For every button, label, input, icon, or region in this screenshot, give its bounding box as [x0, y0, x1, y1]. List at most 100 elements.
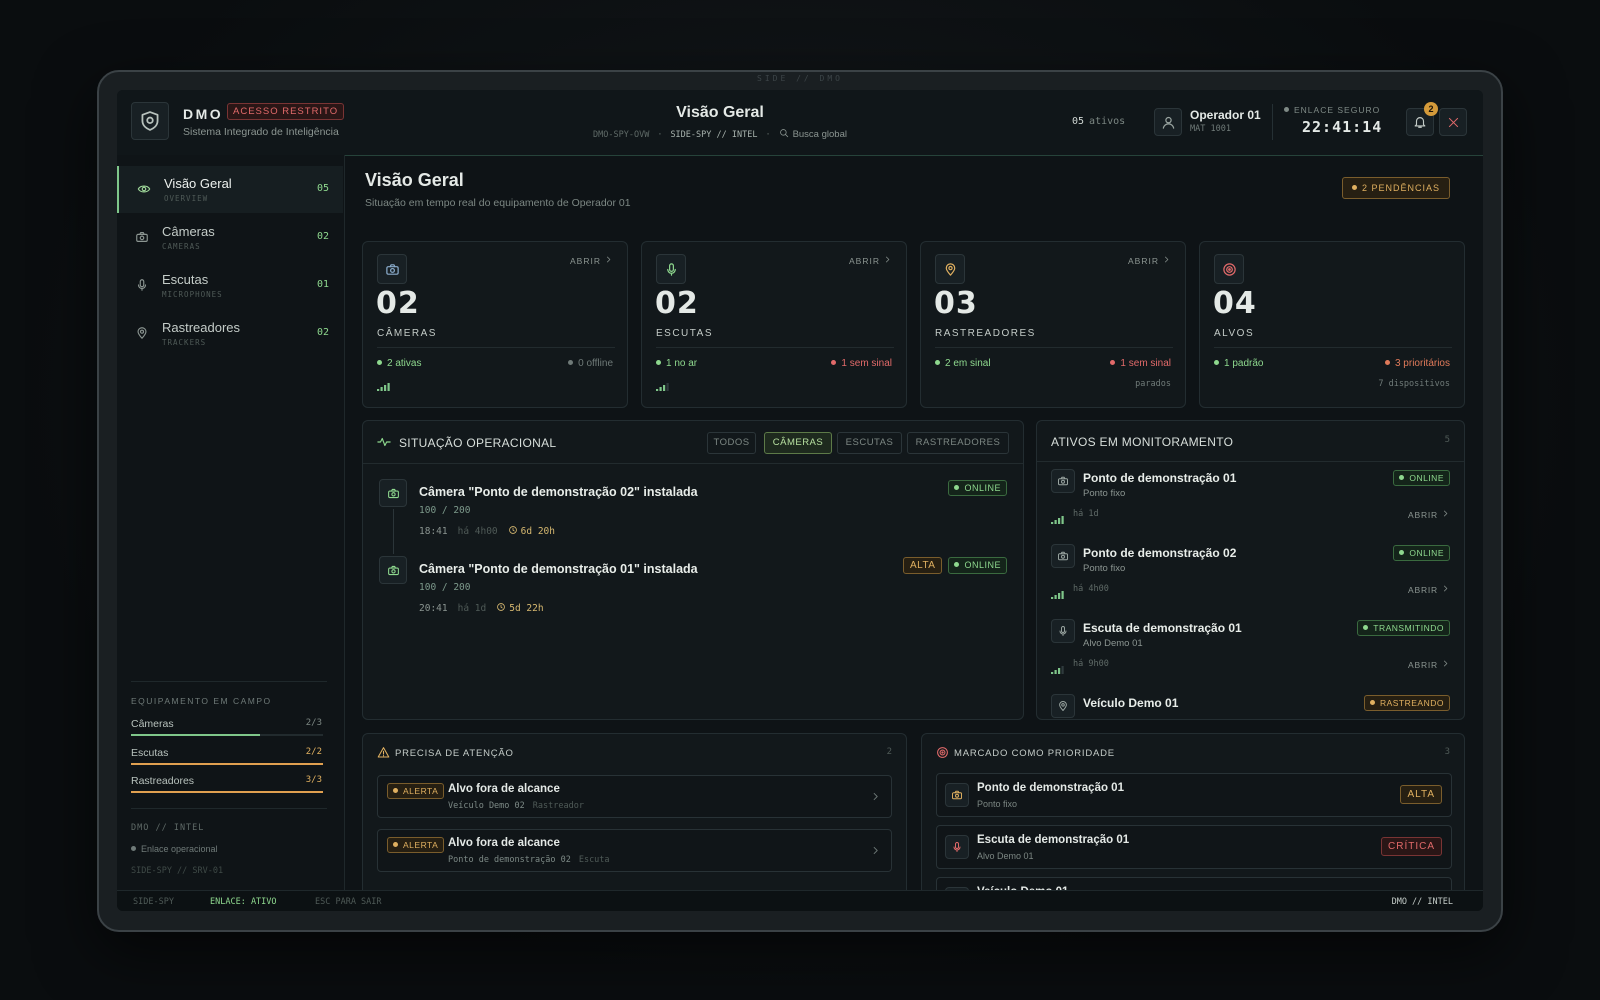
operator-id: MAT 1001: [1190, 124, 1231, 134]
brand-subtitle: Sistema Integrado de Inteligência: [183, 126, 339, 138]
icon-shape: [377, 437, 391, 447]
event-title: Câmera "Ponto de demonstração 02" instal…: [419, 485, 698, 499]
icon-shape: [886, 256, 890, 263]
event-meta: 20:41 há 1d 5d 22h: [419, 602, 544, 615]
nav-item[interactable]: Rastreadores TRACKERS 02: [117, 310, 343, 357]
divider: [377, 347, 615, 348]
signal: [377, 378, 391, 396]
asset-ago: há 9h00: [1073, 659, 1109, 669]
asset-sub: Alvo Demo 01: [1083, 638, 1143, 649]
panel-count: 3: [1444, 747, 1450, 757]
footer-item: SIDE-SPY: [133, 897, 174, 907]
field-name: Câmeras: [131, 718, 174, 730]
event-time: 20:41: [419, 603, 448, 614]
nav-label: Câmeras: [162, 224, 215, 239]
filter-tab[interactable]: RASTREADORES: [907, 432, 1009, 454]
event-ago: há 1d: [457, 603, 487, 614]
alert-row[interactable]: ALERTA Alvo fora de alcance Veículo Demo 0…: [377, 775, 892, 818]
asset-icon: [1051, 469, 1075, 493]
icon-shape: [1058, 553, 1068, 561]
priority-row[interactable]: Ponto de demonstração 01 Ponto fixo ALTA: [936, 773, 1452, 817]
signal: [1051, 661, 1065, 679]
breadcrumb: SIDE-SPY // INTEL: [670, 129, 758, 140]
panel-icon: [377, 435, 391, 454]
icon-shape: [1061, 591, 1064, 599]
assets-count: 05 ativos: [1072, 116, 1125, 127]
open-link[interactable]: ABRIR: [1408, 659, 1450, 670]
event-icon: [379, 479, 407, 507]
stat-value: 02: [655, 286, 699, 321]
open-link[interactable]: ABRIR: [1408, 584, 1450, 595]
asset-sub: Ponto fixo: [1083, 563, 1126, 574]
asset-status: RASTREANDO: [1363, 695, 1450, 711]
asset-ago: há 1d: [1073, 509, 1099, 519]
event-badges: ONLINE: [948, 480, 1007, 496]
icon-shape: [390, 488, 396, 492]
status-warn: 1 sem sinal: [1110, 358, 1171, 369]
field-title: EQUIPAMENTO EM CAMPO: [131, 696, 272, 706]
priority-sub: Ponto fixo: [977, 799, 1018, 809]
divider: [131, 808, 327, 809]
nav-icon: [135, 326, 149, 345]
panel-title: PRECISA DE ATENÇÃO: [395, 748, 514, 759]
monitoring-panel: ATIVOS EM MONITORAMENTO 5 Ponto de demonst…: [1036, 420, 1465, 720]
icon: [1059, 701, 1067, 711]
icon-shape: [1061, 703, 1065, 707]
panel-title: ATIVOS EM MONITORAMENTO: [1051, 435, 1234, 449]
logo: [131, 102, 169, 140]
priority-row[interactable]: Escuta de demonstração 01 Alvo Demo 01 CRÍ…: [936, 825, 1452, 869]
progress-fill: [131, 734, 260, 736]
field-count: 3/3: [305, 775, 322, 785]
asset-icon: [1051, 694, 1075, 718]
frame-label: SIDE // DMO: [757, 74, 843, 83]
nav-item[interactable]: Visão Geral OVERVIEW 05: [117, 166, 343, 213]
icon: [387, 488, 399, 498]
icon-shape: [1061, 479, 1065, 484]
priority-name: Escuta de demonstração 01: [977, 834, 1130, 846]
alert-kind: Rastreador: [532, 801, 584, 811]
priority-badge: ALTA: [902, 557, 943, 574]
main: Visão Geral Situação em tempo real do equ…: [344, 155, 1483, 890]
status-ok: 2 ativas: [377, 358, 421, 369]
asset-name: Veículo Demo 01: [1083, 696, 1179, 710]
notifications-count: 2: [1424, 102, 1438, 116]
icon: [377, 383, 390, 391]
asset-status: ONLINE: [1393, 545, 1450, 561]
filter-tab[interactable]: ESCUTAS: [837, 432, 902, 454]
icon-shape: [384, 385, 387, 391]
icon: [387, 565, 399, 575]
filter-tab[interactable]: CÂMERAS: [764, 432, 832, 454]
open-link[interactable]: ABRIR: [849, 255, 892, 266]
field-name: Escutas: [131, 746, 169, 759]
nav-item[interactable]: Câmeras CAMERAS 02: [117, 214, 343, 261]
icon: [377, 747, 390, 758]
icon-shape: [952, 792, 962, 800]
priority-name: Ponto de demonstração 01: [977, 782, 1124, 794]
alert-row[interactable]: ALERTA Alvo fora de alcance Ponto de demon…: [377, 829, 892, 872]
nav-item[interactable]: Escutas MICROPHONES 01: [117, 262, 343, 309]
filter-tab[interactable]: TODOS: [707, 432, 756, 454]
icon: [1058, 551, 1068, 561]
chevron: [1441, 509, 1450, 520]
icon: [1162, 116, 1174, 129]
icon-shape: [1225, 265, 1233, 273]
chevron: [870, 843, 881, 861]
open-label: ABRIR: [1408, 584, 1438, 595]
stat-icon: [656, 254, 686, 284]
icon-shape: [666, 383, 669, 391]
close-button[interactable]: [1439, 108, 1467, 136]
open-link[interactable]: ABRIR: [1408, 509, 1450, 520]
icon-shape: [1054, 670, 1057, 674]
icon-shape: [390, 491, 396, 496]
notifications-button[interactable]: [1406, 108, 1434, 136]
open-link[interactable]: ABRIR: [1128, 255, 1171, 266]
icon-shape: [1061, 554, 1065, 559]
icon-shape: [939, 749, 946, 756]
global-search[interactable]: Busca global: [779, 128, 847, 141]
panel-count: 2: [886, 747, 892, 757]
icon: [1165, 256, 1169, 263]
priority-row[interactable]: Veículo Demo 01: [936, 877, 1452, 890]
stat-card: ABRIR 02 ESCUTAS 1 no ar 1 sem sinal: [641, 241, 907, 408]
open-link[interactable]: ABRIR: [570, 255, 613, 266]
